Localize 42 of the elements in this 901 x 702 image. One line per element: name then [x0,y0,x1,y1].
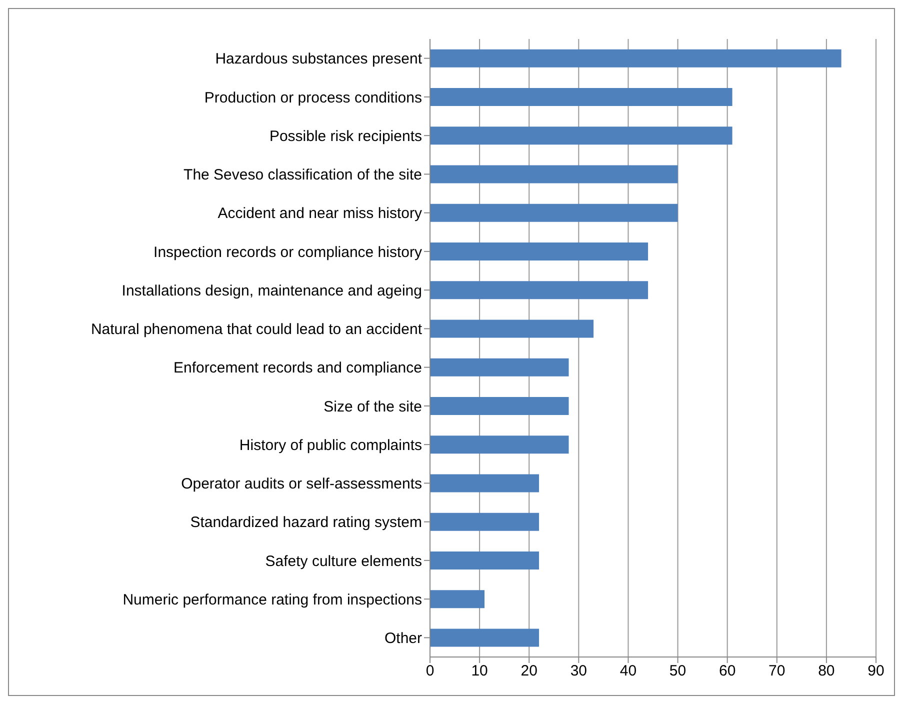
bar [430,88,732,106]
bar [430,474,540,492]
y-tick-label: Size of the site [324,398,422,416]
bar [430,281,648,300]
bar [430,436,569,454]
y-tick-label: Operator audits or self-assessments [181,476,422,493]
x-tick-label: 10 [471,662,488,680]
bar [430,320,594,338]
bar [430,358,569,376]
x-tick-label: 90 [868,662,884,680]
y-tick-label: Other [384,630,422,648]
x-tick-label: 20 [520,662,538,680]
y-tick-label: Numeric performance rating from inspections [122,591,422,608]
bar [430,49,842,68]
bar [430,204,678,222]
y-tick-label: The Seveso classification of the site [184,166,422,184]
x-tick-label: 0 [426,662,434,680]
y-tick-label: Safety culture elements [265,552,422,570]
bar [430,628,540,647]
y-tick-label: Standardized hazard rating system [190,514,422,532]
x-tick-label: 30 [570,662,588,680]
bar [430,126,732,145]
bar [430,590,485,608]
bar [430,552,540,570]
y-tick-label: Enforcement records and compliance [174,360,422,377]
y-tick-label: Production or process conditions [204,89,422,106]
y-tick-label: Inspection records or compliance history [154,244,422,261]
y-tick-label: History of public complaints [239,436,422,454]
bar [430,397,569,416]
x-tick-label: 50 [669,662,686,680]
y-tick-label: Natural phenomena that could lead to an accident [90,321,423,338]
y-tick-label: Hazardous substances present [215,50,423,68]
y-tick-label: Installations design, maintenance and ageing [122,282,422,300]
y-tick-label: Possible risk recipients [269,128,422,145]
x-tick-label: 70 [768,662,786,680]
x-tick-label: 60 [718,662,736,680]
bar [430,242,648,261]
y-tick-label: Accident and near miss history [218,205,422,222]
bar [430,512,540,531]
x-tick-label: 40 [620,662,637,680]
bar [430,165,678,184]
x-tick-label: 80 [818,662,835,680]
